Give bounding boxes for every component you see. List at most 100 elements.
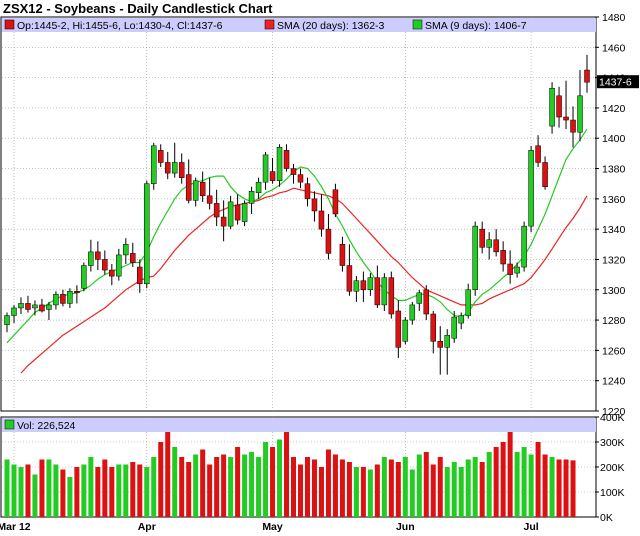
date-tick-label: May [262, 521, 283, 533]
candle-body [360, 280, 367, 291]
candle-body [220, 216, 227, 227]
candle-body [157, 150, 164, 163]
volume-bar [193, 454, 199, 517]
candle-body [395, 310, 402, 348]
volume-bar [325, 449, 331, 517]
candle-body [458, 315, 464, 324]
volume-bar [158, 442, 164, 517]
volume-tick-label: 0K [600, 512, 613, 524]
candle [130, 242, 136, 268]
candle-body [423, 289, 430, 315]
volume-bar [116, 464, 122, 517]
candle [171, 142, 178, 178]
candle-body [549, 87, 555, 127]
candle [577, 70, 583, 142]
price-tick-label: 1300 [602, 285, 626, 297]
candle-body [486, 239, 492, 248]
candle-body [493, 239, 499, 253]
candle-body [137, 266, 143, 284]
price-tick-label: 1400 [602, 133, 626, 145]
candle-body [4, 315, 10, 325]
volume-bar [284, 427, 290, 517]
volume-bar [67, 477, 73, 517]
candle [18, 297, 24, 315]
candle-body [130, 253, 136, 263]
volume-legend-swatch [4, 419, 15, 430]
candle [563, 80, 569, 130]
candle-body [164, 162, 171, 174]
candle-body [39, 304, 45, 312]
candle [304, 177, 311, 207]
candle-body [234, 204, 241, 221]
candle-body [472, 225, 478, 291]
candle-body [332, 189, 339, 215]
price-tick-label: 1340 [602, 224, 626, 236]
volume-bar [207, 464, 213, 517]
candle [570, 106, 576, 148]
volume-legend-bg [2, 418, 596, 432]
candle [395, 300, 402, 358]
candle-body [199, 181, 206, 197]
volume-bar [242, 454, 248, 517]
volume-bar [60, 469, 66, 517]
candle-body [507, 263, 513, 275]
candle-body [67, 291, 73, 304]
candle-body [353, 280, 360, 292]
candle [4, 312, 10, 333]
candle-body [367, 277, 374, 291]
volume-bar [249, 452, 255, 517]
candle-body [192, 180, 199, 201]
price-tick-label: 1280 [602, 315, 626, 327]
price-tick-label: 1380 [602, 164, 626, 176]
volume-bar [291, 457, 297, 517]
candle [269, 157, 276, 184]
candle-body [346, 265, 353, 292]
volume-bar [402, 457, 408, 517]
candle [556, 86, 562, 128]
candle-body [95, 251, 101, 260]
candle-body [304, 183, 311, 200]
candle [283, 144, 290, 172]
candle-body [528, 150, 534, 227]
candle [430, 310, 437, 354]
candle [11, 304, 17, 324]
candle-body [283, 150, 290, 169]
candle [102, 250, 108, 275]
volume-bar [144, 467, 150, 517]
candle [493, 229, 499, 257]
volume-bar [514, 452, 520, 517]
candle-body [577, 95, 583, 133]
candle-body [25, 303, 31, 310]
volume-bar [479, 462, 485, 517]
candle-body [388, 277, 395, 315]
ohlc-legend-text: Op:1445-2, Hi:1455-6, Lo:1430-4, Cl:1437… [17, 20, 223, 32]
candle [164, 151, 171, 180]
candle-body [171, 162, 178, 174]
volume-bar [367, 469, 373, 517]
volume-bar [346, 462, 352, 517]
candle-body [213, 203, 220, 218]
candle [514, 262, 520, 278]
volume-bar [535, 442, 541, 517]
volume-bar [221, 454, 227, 517]
price-axis: 1480146014401420140013801360134013201300… [595, 12, 626, 418]
candle-body [409, 304, 416, 321]
volume-bar [172, 447, 178, 517]
candle-body [542, 162, 548, 187]
volume-bar [360, 467, 366, 517]
volume-bar [472, 457, 478, 517]
volume-bar [570, 460, 576, 517]
candle [360, 271, 367, 302]
candle [332, 183, 339, 218]
volume-bar [528, 454, 534, 517]
volume-bar [32, 474, 38, 517]
price-tick-label: 1360 [602, 194, 626, 206]
candle-body [185, 174, 192, 201]
candle [74, 285, 80, 304]
volume-bar [311, 459, 317, 517]
price-tick-label: 1460 [602, 42, 626, 54]
candle-body [325, 228, 332, 254]
candle-body [276, 147, 283, 181]
candle-body [290, 168, 297, 175]
